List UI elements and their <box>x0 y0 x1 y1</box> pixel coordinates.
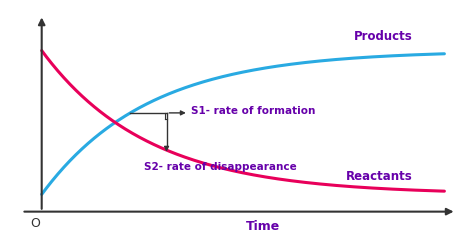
Text: Products: Products <box>354 30 412 43</box>
Text: S2- rate of disappearance: S2- rate of disappearance <box>145 162 297 172</box>
Text: S1- rate of formation: S1- rate of formation <box>191 106 315 116</box>
Text: O: O <box>31 217 41 230</box>
Text: Time: Time <box>246 220 280 233</box>
Text: Reactants: Reactants <box>346 170 412 183</box>
